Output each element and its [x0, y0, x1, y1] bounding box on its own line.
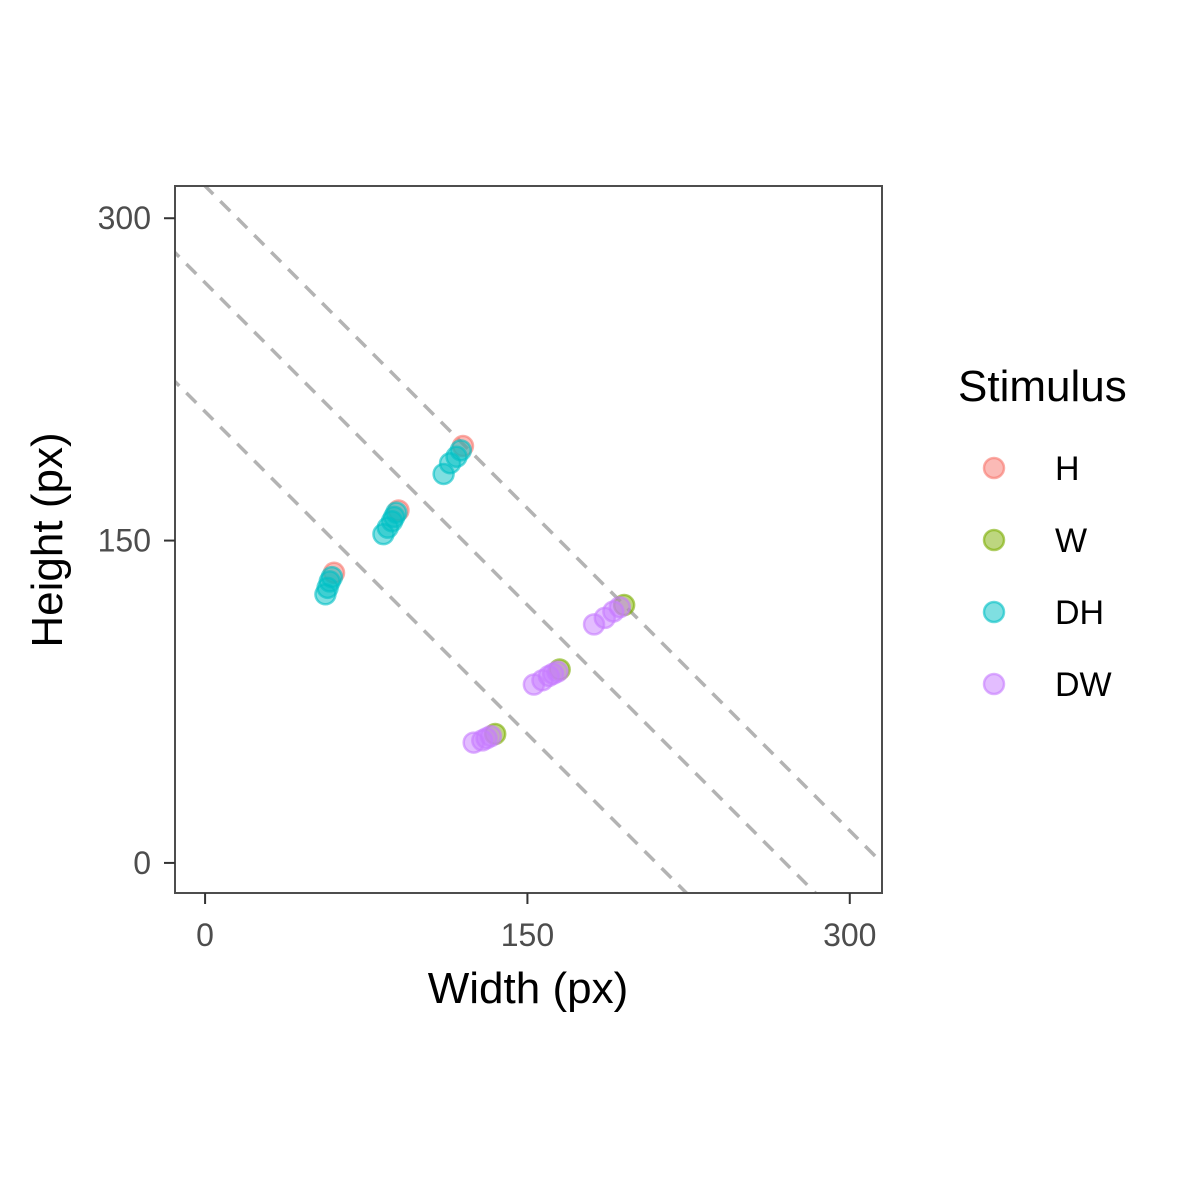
y-tick-label-150: 150 — [98, 523, 151, 559]
point-dw-13 — [608, 595, 632, 619]
reference-line-3 — [202, 186, 882, 866]
point-dh-13 — [449, 439, 473, 462]
reference-line-2 — [175, 250, 818, 893]
point-dw-4 — [479, 724, 503, 748]
y-tick-label-300: 300 — [98, 200, 151, 236]
x-axis-title: Width (px) — [428, 964, 628, 1013]
legend-label-dw: DW — [1055, 666, 1112, 704]
legend-label-h: H — [1055, 450, 1080, 488]
point-dh-4 — [320, 565, 344, 589]
x-axis: 0 150 300 — [196, 893, 876, 953]
y-axis-title: Height (px) — [23, 432, 72, 647]
legend-key-dh — [982, 600, 1006, 624]
legend-label-dh: DH — [1055, 594, 1104, 632]
point-dw-9 — [546, 660, 569, 683]
legend-key-w — [982, 528, 1006, 552]
x-tick-label-150: 150 — [501, 917, 554, 953]
legend-label-w: W — [1055, 522, 1087, 560]
y-tick-label-0: 0 — [133, 845, 151, 881]
plot-panel-border — [174, 185, 883, 894]
reference-lines — [175, 186, 882, 893]
data-points — [314, 434, 636, 754]
point-dh-9 — [385, 501, 408, 524]
legend-key-dw — [982, 672, 1006, 696]
legend-title: Stimulus — [958, 362, 1127, 411]
reference-line-1 — [175, 379, 689, 893]
x-tick-label-0: 0 — [196, 917, 214, 953]
y-axis: 0 150 300 — [98, 200, 175, 881]
x-tick-label-300: 300 — [823, 917, 876, 953]
legend-key-h — [982, 456, 1006, 480]
legend: Stimulus HW DH DW — [958, 362, 1127, 704]
